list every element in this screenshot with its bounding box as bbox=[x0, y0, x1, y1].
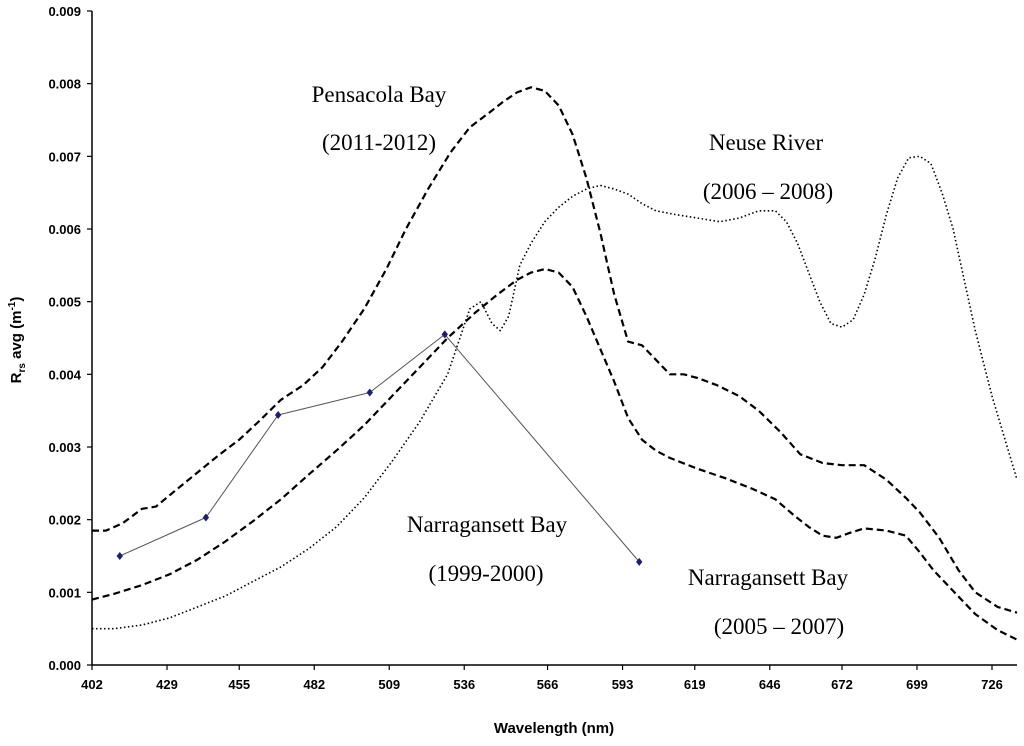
series-marker bbox=[636, 557, 643, 566]
series-marker bbox=[366, 388, 373, 397]
annotation-narragansett-1999-years: (1999-2000) bbox=[429, 561, 544, 586]
x-tick-label: 429 bbox=[156, 677, 178, 692]
annotation-narragansett-2005-years: (2005 – 2007) bbox=[714, 614, 844, 639]
x-tick-label: 455 bbox=[228, 677, 250, 692]
y-axis-title: Rrs avg (m-1) bbox=[7, 297, 28, 384]
x-tick-label: 566 bbox=[537, 677, 559, 692]
y-tick-label: 0.000 bbox=[48, 658, 81, 673]
x-tick-label: 699 bbox=[906, 677, 928, 692]
x-axis-title: Wavelength (nm) bbox=[494, 720, 614, 737]
x-tick-label: 593 bbox=[612, 677, 634, 692]
annotation-neuse-years: (2006 – 2008) bbox=[703, 179, 833, 204]
series-marker bbox=[441, 330, 448, 339]
series-line-1 bbox=[92, 155, 1018, 630]
y-tick-label: 0.003 bbox=[48, 440, 81, 455]
y-tick-label: 0.006 bbox=[48, 222, 81, 237]
y-axis-title-sub: rs bbox=[17, 363, 28, 373]
y-axis-title-exp: -1 bbox=[7, 301, 18, 310]
y-tick-label: 0.005 bbox=[48, 295, 81, 310]
x-tick-label: 482 bbox=[303, 677, 325, 692]
x-tick-label: 672 bbox=[831, 677, 853, 692]
tick-group bbox=[87, 10, 993, 670]
y-tick-label: 0.007 bbox=[48, 149, 81, 164]
annotation-neuse-name: Neuse River bbox=[709, 130, 824, 155]
y-tick-label: 0.002 bbox=[48, 513, 81, 528]
series-marker bbox=[202, 513, 210, 522]
series-marker bbox=[274, 411, 282, 420]
annotation-pensacola-years: (2011-2012) bbox=[322, 130, 436, 155]
x-tick-label: 536 bbox=[453, 677, 475, 692]
annotation-pensacola-name: Pensacola Bay bbox=[312, 82, 447, 107]
series-group bbox=[91, 86, 1018, 641]
series-line-2 bbox=[91, 267, 1018, 641]
y-tick-label: 0.004 bbox=[48, 367, 81, 382]
x-tick-label: 402 bbox=[81, 677, 103, 692]
y-tick-label: 0.001 bbox=[48, 585, 81, 600]
axes bbox=[91, 11, 1017, 666]
label-group: 0.000 0.001 0.002 0.003 0.004 0.005 0.006 0.007… bbox=[48, 4, 1002, 692]
series-line-0 bbox=[92, 86, 1018, 614]
x-tick-label: 619 bbox=[684, 677, 706, 692]
y-tick-label: 0.008 bbox=[48, 77, 81, 92]
y-axis-title-main: R bbox=[8, 372, 25, 383]
x-tick-label: 646 bbox=[759, 677, 781, 692]
series-line-3 bbox=[119, 333, 640, 563]
y-axis-title-close: ) bbox=[8, 297, 25, 302]
annotation-narragansett-1999-name: Narragansett Bay bbox=[407, 512, 568, 537]
y-axis-title-rest: avg (m bbox=[8, 311, 25, 364]
y-tick-label: 0.009 bbox=[48, 4, 81, 19]
series-marker bbox=[116, 552, 123, 560]
annotation-narragansett-2005-name: Narragansett Bay bbox=[688, 565, 849, 590]
x-tick-label: 509 bbox=[378, 677, 400, 692]
x-tick-label: 726 bbox=[981, 677, 1003, 692]
